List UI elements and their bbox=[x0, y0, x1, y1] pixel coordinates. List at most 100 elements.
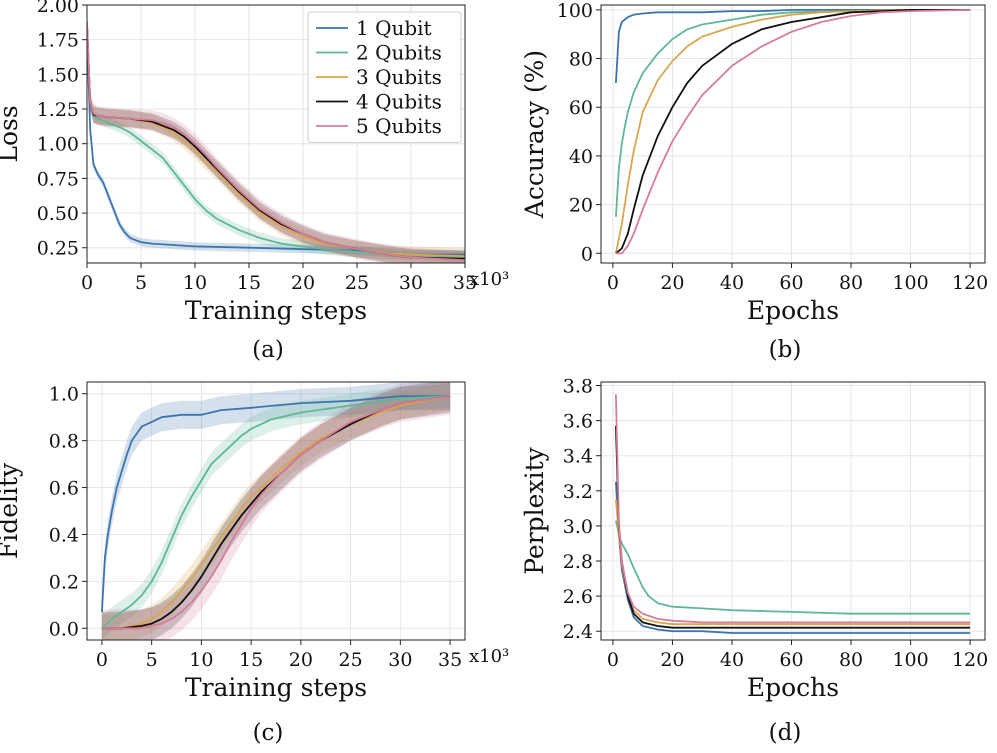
legend-label: 1 Qubit bbox=[356, 16, 432, 40]
y-tick-label: 100 bbox=[557, 0, 593, 22]
series-line-1 bbox=[101, 395, 451, 612]
series-band-1 bbox=[87, 25, 465, 259]
x-tick-label: 35 bbox=[438, 649, 462, 671]
y-tick-label: 40 bbox=[569, 146, 593, 168]
y-tick-label: 2.4 bbox=[563, 621, 593, 643]
x-tick-label: 100 bbox=[892, 649, 928, 671]
legend-label: 4 Qubits bbox=[356, 90, 442, 114]
x-axis-label: Epochs bbox=[747, 296, 839, 325]
y-tick-label: 20 bbox=[569, 195, 593, 217]
x-tick-label: 0 bbox=[607, 272, 619, 294]
y-tick-label: 0 bbox=[581, 243, 593, 265]
x-tick-label: 25 bbox=[339, 649, 363, 671]
x-tick-label: 25 bbox=[345, 272, 369, 294]
series-line-1 bbox=[615, 481, 971, 634]
series-band-1 bbox=[101, 382, 451, 626]
axes-frame bbox=[86, 4, 466, 264]
x-tick-label: 80 bbox=[839, 272, 863, 294]
x-tick-label: 0 bbox=[96, 649, 108, 671]
panel-a: 0 5 10 15 20 25 30 35 0.25 0.50 0.75 1.00 1.25 1.50 1.… bbox=[0, 0, 509, 363]
series-band-4 bbox=[101, 382, 451, 640]
y-tick-label: 3.6 bbox=[563, 411, 593, 433]
x-tick-label: 10 bbox=[189, 649, 213, 671]
y-tick-label: 3.2 bbox=[563, 481, 593, 503]
legend-label: 2 Qubits bbox=[356, 41, 442, 65]
x-tick-label: 30 bbox=[399, 272, 423, 294]
series-line-1 bbox=[87, 29, 465, 256]
x-tick-label: 120 bbox=[952, 649, 988, 671]
y-tick-label: 1.0 bbox=[49, 384, 79, 406]
x-tick-label: 60 bbox=[779, 272, 803, 294]
y-tick-label: 3.8 bbox=[563, 376, 593, 398]
y-tick-label: 0.25 bbox=[37, 238, 79, 260]
x-tick-label: 0 bbox=[607, 649, 619, 671]
y-tick-label: 0.50 bbox=[37, 203, 79, 225]
x-tick-label: 120 bbox=[952, 272, 988, 294]
y-tick-label: 0.8 bbox=[49, 431, 79, 453]
plot-area bbox=[87, 11, 465, 263]
series-line-2 bbox=[87, 25, 465, 259]
x-tick-label: 60 bbox=[779, 649, 803, 671]
y-tick-label: 2.8 bbox=[563, 551, 593, 573]
x-tick-label: 10 bbox=[183, 272, 207, 294]
x-tick-label: 40 bbox=[720, 272, 744, 294]
axes-frame bbox=[600, 4, 986, 264]
legend-label: 3 Qubits bbox=[356, 65, 442, 89]
x-tick-label: 20 bbox=[291, 272, 315, 294]
panel-caption: (a) bbox=[252, 337, 284, 363]
y-axis-label: Perplexity bbox=[520, 446, 549, 574]
series-line-5 bbox=[615, 394, 971, 624]
y-tick-label: 0.75 bbox=[37, 168, 79, 190]
y-tick-label: 2.00 bbox=[37, 0, 79, 17]
x-tick-label: 20 bbox=[660, 649, 684, 671]
y-tick-label: 1.25 bbox=[37, 99, 79, 121]
x-tick-label: 5 bbox=[146, 649, 158, 671]
y-tick-label: 0.2 bbox=[49, 571, 79, 593]
y-tick-label: 80 bbox=[569, 49, 593, 71]
y-tick-label: 1.50 bbox=[37, 64, 79, 86]
x-tick-label: 35 bbox=[453, 272, 477, 294]
series-line-1 bbox=[615, 8, 971, 83]
panel-b: 0 20 40 60 80 100 120 0 20 40 60 80 100 Epochs Accurac… bbox=[520, 0, 988, 363]
series-line-5 bbox=[615, 9, 971, 255]
x-axis-label: Training steps bbox=[185, 296, 367, 325]
x-axis-label: Training steps bbox=[185, 673, 367, 702]
plot-area bbox=[615, 394, 971, 634]
x-tick-label: 15 bbox=[239, 649, 263, 671]
y-axis-label: Accuracy (%) bbox=[520, 50, 549, 219]
y-tick-label: 1.75 bbox=[37, 30, 79, 52]
y-tick-label: 0.6 bbox=[49, 478, 79, 500]
series-line-4 bbox=[615, 8, 971, 254]
series-band-5 bbox=[101, 382, 451, 640]
panel-c: 0 5 10 15 20 25 30 35 0.0 0.2 0.4 0.6 0.8 1.0 x10³ Trai… bbox=[0, 381, 509, 746]
y-tick-label: 0.0 bbox=[49, 618, 79, 640]
y-tick-label: 3.4 bbox=[563, 446, 593, 468]
y-tick-label: 3.0 bbox=[563, 516, 593, 538]
axes-frame bbox=[600, 381, 986, 641]
series-line-3 bbox=[615, 8, 971, 254]
series-band-3 bbox=[101, 382, 451, 640]
x-tick-label: 0 bbox=[81, 272, 93, 294]
x-multiplier-label: x10³ bbox=[469, 646, 509, 667]
x-tick-label: 80 bbox=[839, 649, 863, 671]
panel-d: 0 20 40 60 80 100 120 2.4 2.6 2.8 3.0 3.2 3.4 3.6 3.8 E… bbox=[520, 376, 988, 746]
series-line-2 bbox=[615, 8, 971, 217]
x-multiplier-label: x10³ bbox=[469, 269, 509, 290]
series-band-4 bbox=[87, 16, 465, 263]
legend-box bbox=[307, 11, 462, 143]
series-band-5 bbox=[87, 11, 465, 263]
x-tick-label: 20 bbox=[660, 272, 684, 294]
x-axis-label: Epochs bbox=[747, 673, 839, 702]
y-axis-label: Fidelity bbox=[0, 462, 23, 559]
x-tick-label: 40 bbox=[720, 649, 744, 671]
x-tick-label: 5 bbox=[135, 272, 147, 294]
plot-area bbox=[615, 8, 971, 255]
y-tick-label: 1.00 bbox=[37, 134, 79, 156]
panel-caption: (d) bbox=[769, 720, 802, 746]
panel-caption: (c) bbox=[253, 720, 284, 746]
legend-label: 5 Qubits bbox=[356, 114, 442, 138]
y-axis-label: Loss bbox=[0, 105, 23, 162]
axes-frame bbox=[86, 381, 466, 641]
y-tick-label: 0.4 bbox=[49, 524, 79, 546]
